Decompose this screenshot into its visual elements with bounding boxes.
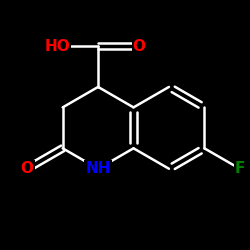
- Text: HO: HO: [44, 38, 70, 54]
- Text: O: O: [21, 161, 34, 176]
- Text: O: O: [132, 38, 145, 54]
- Text: F: F: [234, 161, 245, 176]
- Text: NH: NH: [85, 161, 111, 176]
